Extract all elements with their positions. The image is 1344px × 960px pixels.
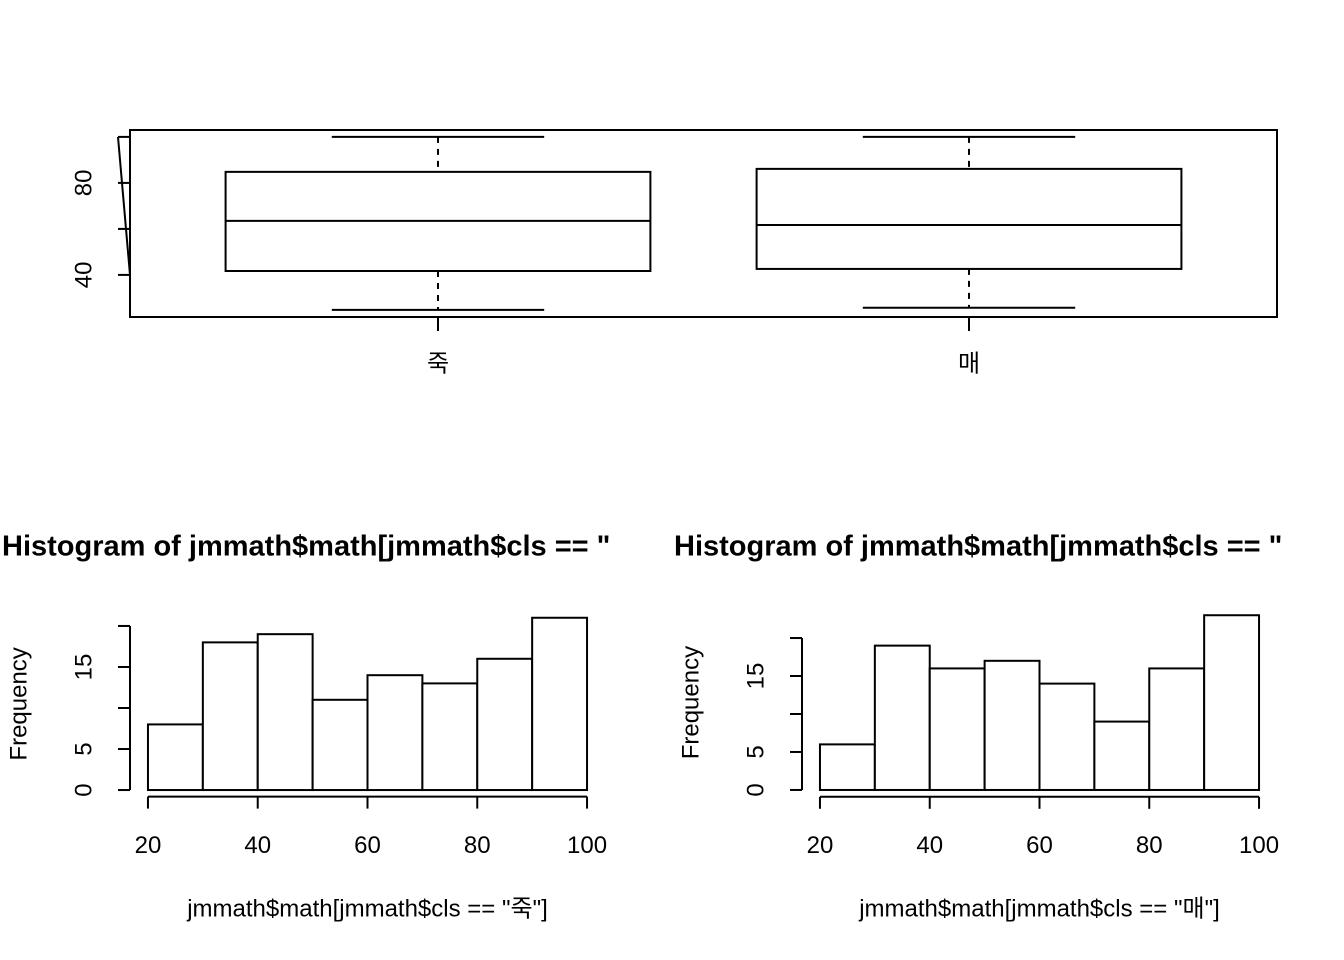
bar <box>818 743 876 791</box>
chart-title: Histogram of jmmath$math[jmmath$cls == " <box>674 531 1282 563</box>
bar <box>256 633 314 792</box>
bar <box>1203 614 1261 791</box>
bar <box>1148 667 1206 791</box>
y-tick-label: 5 <box>742 745 769 758</box>
bar <box>146 723 204 792</box>
bar <box>366 674 424 792</box>
y-tick-label: 15 <box>70 654 97 681</box>
y-tick-label: 40 <box>70 262 97 289</box>
bar <box>928 667 986 791</box>
y-tick-label: 0 <box>70 783 97 796</box>
bar <box>421 682 479 792</box>
x-tick-label: 죽 <box>427 350 449 377</box>
x-axis-label: jmmath$math[jmmath$cls == "죽"] <box>186 895 548 922</box>
plot-frame <box>129 129 1278 318</box>
y-tick-label: 80 <box>70 170 97 197</box>
y-axis-label: Frequency <box>677 646 704 759</box>
x-tick-label: 매 <box>958 350 980 377</box>
x-tick-label: 60 <box>1026 832 1053 859</box>
bar <box>531 616 589 792</box>
bar <box>201 641 259 792</box>
bar <box>476 657 534 792</box>
y-tick-label: 0 <box>742 783 769 796</box>
chart-title: Histogram of jmmath$math[jmmath$cls == " <box>2 531 610 563</box>
x-tick-label: 40 <box>916 832 943 859</box>
x-axis-label: jmmath$math[jmmath$cls == "매"] <box>858 895 1220 922</box>
x-tick-label: 80 <box>1136 832 1163 859</box>
bar <box>983 659 1041 791</box>
bar <box>873 644 931 791</box>
x-tick-label: 20 <box>807 832 834 859</box>
bar <box>311 698 369 792</box>
x-tick-label: 40 <box>244 832 271 859</box>
y-axis-label: Frequency <box>5 647 32 760</box>
y-tick-label: 15 <box>742 663 769 690</box>
x-tick-label: 100 <box>1239 832 1279 859</box>
x-tick-label: 20 <box>135 832 162 859</box>
bar <box>1038 682 1096 791</box>
bar <box>1093 720 1151 791</box>
x-tick-label: 80 <box>464 832 491 859</box>
x-tick-label: 100 <box>567 832 607 859</box>
y-axis <box>117 136 131 275</box>
y-tick-label: 5 <box>70 742 97 755</box>
x-tick-label: 60 <box>354 832 381 859</box>
box <box>755 167 1183 270</box>
